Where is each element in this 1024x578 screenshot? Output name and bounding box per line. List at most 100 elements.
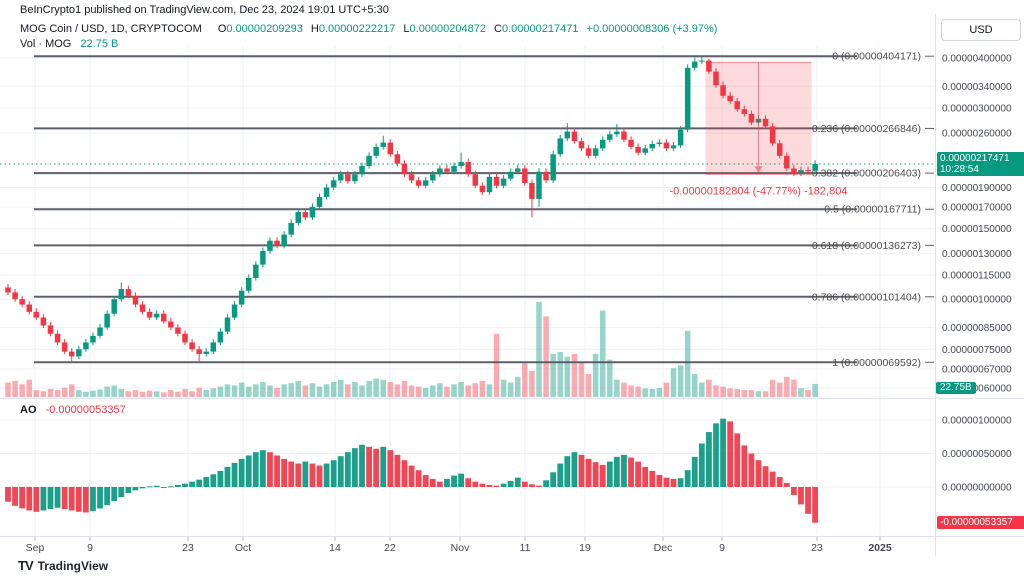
candle-body [401,163,408,175]
volume-bar [762,391,769,397]
candle-body [748,113,755,123]
volume-value: 22.75 B [80,38,119,50]
ao-bar [748,453,755,487]
candle-body [238,290,245,305]
volume-bar [104,386,110,397]
candle-body [486,176,493,193]
volume-label: Vol · MOG [20,38,72,50]
volume-bar [585,373,592,397]
volume-bar [19,384,25,397]
time-tick-label: 23 [182,542,194,554]
volume-bar [713,385,719,397]
ao-bar [500,483,507,487]
candle-body [387,142,394,155]
ao-legend[interactable]: AO -0.00000053357 [20,404,126,416]
time-tick-label: 9 [87,542,93,554]
volume-bar [253,384,259,397]
candle-body [430,174,436,181]
volume-bar [791,379,797,397]
candle-body [529,183,535,199]
candle-body [791,168,797,174]
price-tick-label: 0.00000115000 [942,270,1011,281]
ao-bar [245,455,252,487]
tradingview-attribution[interactable]: TV TradingView [18,558,108,573]
volume-bar [493,333,500,397]
volume-bar [83,391,89,397]
ao-bar [302,461,309,487]
ao-label: AO [20,404,37,416]
candle-body [40,317,47,326]
candle-body [776,143,783,156]
candle-body [161,313,167,322]
volume-bar [309,383,316,397]
ao-bar [408,465,415,487]
time-tick-label: 22 [384,542,396,554]
volume-bar [515,376,521,397]
candle-body [5,287,11,293]
volume-bar [295,380,302,397]
candle-body [699,60,705,62]
candle-body [762,118,769,127]
candle-body [12,292,18,300]
volume-bar [366,380,372,397]
candle-body [500,178,507,186]
volume-bar [61,387,68,397]
ao-bar [720,418,726,487]
ao-bar [146,486,153,488]
volume-bar [338,379,344,397]
fib-label: 0.236 (0.00000266846) [812,123,921,135]
ao-bar [578,454,585,487]
ao-bar [82,487,89,513]
candle-body [54,333,61,343]
ao-tick-label: 0.00000100000 [942,416,1012,427]
volume-legend[interactable]: Vol · MOG 22.75 B [20,38,118,50]
ao-bar [380,446,387,487]
ao-bar [670,478,677,487]
ao-bar [352,448,358,487]
ao-bar [387,450,394,487]
candle-body [338,174,344,181]
candle-body [83,342,89,350]
volume-bar [430,385,436,397]
volume-bar [111,385,117,397]
volume-bar [776,382,783,397]
price-tick-label: 0.00000340000 [942,82,1012,93]
ao-bar [536,485,542,487]
volume-bar [670,368,677,397]
volume-bar [260,382,266,397]
ao-bar [684,470,691,487]
volume-bar [755,391,762,397]
currency-toggle-button[interactable]: USD [941,19,1021,41]
ao-bar [769,471,776,487]
symbol-legend[interactable]: MOG Coin / USD, 1D, CRYPTOCOM O0.0000020… [20,23,717,35]
time-tick-label: Oct [235,542,251,554]
volume-bar [125,391,132,397]
candle-body [564,131,571,139]
ao-bar [160,487,167,488]
ao-bar [344,452,351,487]
candle-body [684,67,691,130]
volume-bar [161,392,167,397]
volume-axis-badge: 22.75B [936,382,976,394]
ao-bar [436,481,443,487]
ao-bar [621,454,627,487]
candle-body [295,212,302,223]
candle-body [366,155,372,167]
price-tick-label: 0.00000130000 [942,249,1012,260]
candle-body [90,335,96,343]
volume-bar [677,365,684,397]
ao-bar [75,487,82,512]
volume-bar [245,386,252,397]
ao-bar [790,487,797,496]
time-tick-label: 19 [579,542,591,554]
volume-bar [401,380,408,397]
candle-body [649,144,656,149]
volume-bar [784,376,790,397]
time-tick-label: 2025 [868,542,892,554]
volume-bar [444,386,450,397]
volume-bar [479,380,486,397]
volume-bar [692,373,698,397]
fib-label: 0.382 (0.00000206403) [812,168,921,180]
ao-bar [507,480,514,487]
